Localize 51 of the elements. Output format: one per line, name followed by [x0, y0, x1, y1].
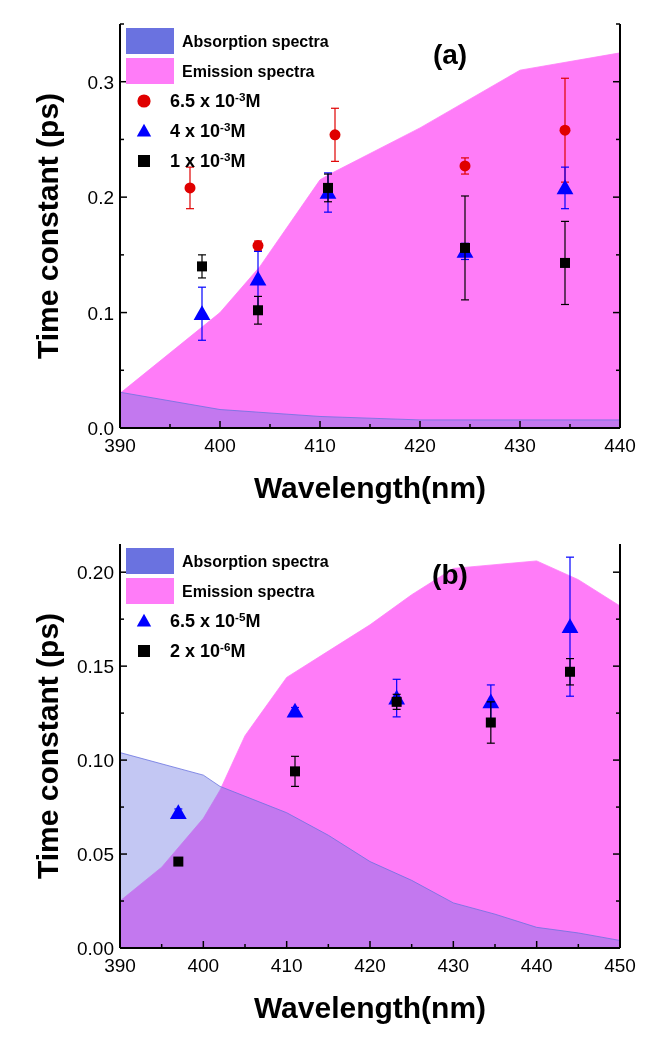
x-tick-label: 400 — [204, 435, 236, 456]
x-tick-label: 410 — [304, 435, 336, 456]
point — [173, 856, 184, 867]
legend-label: 4 x 10$^{-3}$M — [170, 119, 246, 141]
legend-label: Emission spectra — [182, 63, 315, 80]
y-axis-title: Time constant (ps) — [31, 612, 64, 880]
y-tick-label: 0.20 — [77, 562, 114, 584]
point — [559, 124, 571, 136]
x-tick-label: 450 — [604, 955, 636, 976]
x-tick-label: 410 — [270, 955, 303, 976]
point — [323, 182, 333, 193]
x-tick-label: 420 — [354, 955, 386, 976]
point — [556, 179, 574, 195]
legend-label: 1 x 10$^{-3}$M — [170, 149, 246, 171]
y-tick-label: 0.3 — [87, 71, 114, 93]
text: (a) — [432, 39, 468, 70]
legend-label: Emission spectra — [182, 583, 315, 600]
point — [485, 717, 496, 728]
legend-label: 6.5 x 10$^{-3}$M — [170, 89, 261, 111]
x-axis-title: Wavelength(nm) — [253, 991, 487, 1024]
y-tick-label: 0.05 — [77, 844, 114, 866]
point — [184, 182, 196, 194]
legend-label: Absorption spectra — [182, 33, 329, 50]
x-tick-label: 430 — [504, 435, 536, 456]
y-tick-label: 0.2 — [87, 187, 114, 209]
point — [193, 305, 211, 321]
point — [290, 766, 300, 777]
point — [286, 702, 304, 718]
text: (b) — [432, 559, 468, 590]
x-axis-title: Wavelength(nm) — [253, 471, 487, 504]
y-tick-label: 0.15 — [77, 656, 114, 678]
point — [197, 261, 207, 272]
y-tick-label: 0.1 — [87, 302, 114, 324]
x-tick-label: 420 — [404, 435, 436, 456]
point — [329, 129, 341, 141]
point — [561, 618, 579, 633]
x-tick-label: 400 — [187, 955, 220, 976]
point — [253, 305, 263, 316]
legend-label: Absorption spectra — [182, 553, 329, 570]
point — [460, 242, 470, 253]
x-tick-label: 430 — [437, 955, 470, 976]
x-tick-label: 440 — [520, 955, 553, 976]
x-tick-label: 440 — [604, 435, 636, 456]
point — [560, 257, 570, 268]
point — [565, 666, 575, 677]
legend-label: 2 x 10$^{-6}$M — [170, 639, 246, 661]
y-axis-title: Time constant (ps) — [31, 92, 64, 360]
point — [169, 804, 187, 820]
y-tick-label: 0.10 — [77, 750, 114, 772]
legend-label: 6.5 x 10$^{-5}$M — [170, 609, 261, 631]
point — [249, 270, 267, 286]
